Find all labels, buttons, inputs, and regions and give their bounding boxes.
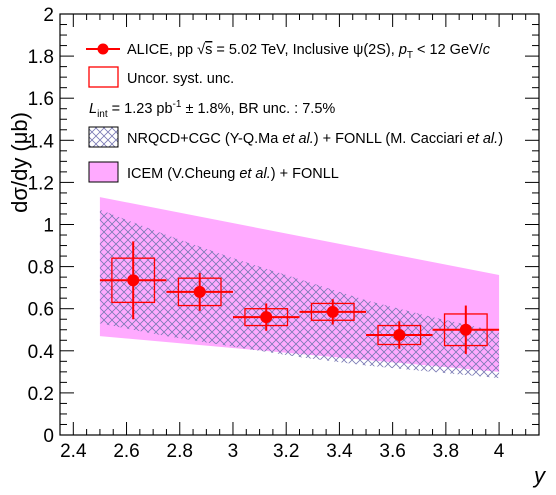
legend-lumi-sup: -1 bbox=[173, 99, 182, 110]
legend-data-label-pre: ALICE, pp bbox=[127, 42, 197, 58]
legend-syst-box bbox=[88, 66, 119, 88]
y-tick-label: 0.6 bbox=[28, 300, 54, 321]
legend-lumi-sub: int bbox=[97, 109, 108, 120]
legend-icem-etal: et al. bbox=[239, 166, 270, 182]
y-tick-label: 1 bbox=[43, 216, 54, 237]
legend-nrqcd-etal1: et al. bbox=[282, 131, 313, 147]
x-tick-label: 3.6 bbox=[379, 441, 405, 462]
legend-nrqcd-pre: NRQCD+CGC (Y-Q.Ma bbox=[127, 131, 282, 147]
legend-nrqcd-mid: ) + FONLL (M. Cacciari bbox=[314, 131, 467, 147]
legend-icem-post: ) + FONLL bbox=[271, 166, 339, 182]
legend-entry-icem: ICEM (V.Cheung et al.) + FONLL bbox=[88, 161, 339, 183]
legend-data-marker bbox=[97, 43, 109, 55]
y-tick-label: 1.6 bbox=[28, 89, 54, 110]
legend-data-label-p: p bbox=[398, 42, 407, 58]
legend-nrqcd-etal2: et al. bbox=[467, 131, 498, 147]
legend-entry-nrqcd: NRQCD+CGC (Y-Q.Ma et al.) + FONLL (M. Ca… bbox=[88, 126, 503, 148]
x-tick-label: 3.4 bbox=[326, 441, 353, 462]
data-marker bbox=[127, 274, 140, 287]
data-marker bbox=[326, 305, 339, 318]
legend-icem-pre: ICEM (V.Cheung bbox=[127, 166, 239, 182]
x-tick-label: 2.4 bbox=[60, 441, 87, 462]
y-tick-label: 0.4 bbox=[28, 342, 55, 363]
legend-data-label: ALICE, pp √s = 5.02 TeV, Inclusive ψ(2S)… bbox=[127, 42, 491, 61]
data-point-0 bbox=[99, 241, 167, 320]
data-marker bbox=[459, 323, 472, 336]
legend-data-label-sub: T bbox=[407, 50, 413, 61]
y-tick-label: 1.8 bbox=[28, 47, 54, 68]
y-tick-label: 1.2 bbox=[28, 173, 54, 194]
legend-entry-syst: Uncor. syst. unc. bbox=[88, 66, 234, 88]
legend-icem-label: ICEM (V.Cheung et al.) + FONLL bbox=[127, 166, 339, 182]
legend-nrqcd-post: ) bbox=[498, 131, 503, 147]
legend-data-label-mid: = 5.02 TeV, Inclusive ψ(2S), bbox=[212, 42, 398, 58]
y-tick-label: 2 bbox=[43, 5, 54, 26]
data-marker bbox=[260, 311, 273, 324]
y-axis-title: dσ/dy (μb) bbox=[7, 112, 32, 213]
legend-data-label-sqrt: s bbox=[205, 42, 212, 58]
data-point-4 bbox=[366, 321, 433, 349]
data-point-5 bbox=[432, 305, 500, 354]
y-tick-label: 0 bbox=[43, 426, 54, 447]
legend-syst-label: Uncor. syst. unc. bbox=[127, 71, 234, 87]
legend-lumi-rest: ± 1.8%, BR unc. : 7.5% bbox=[181, 101, 335, 117]
x-tick-label: 3 bbox=[228, 441, 239, 462]
legend-nrqcd-swatch bbox=[88, 126, 119, 148]
y-tick-label: 0.8 bbox=[28, 258, 54, 279]
legend-entry-data: ALICE, pp √s = 5.02 TeV, Inclusive ψ(2S)… bbox=[86, 42, 491, 61]
legend-data-label-post: < 12 GeV/ bbox=[413, 42, 484, 58]
x-tick-label: 2.8 bbox=[167, 441, 193, 462]
legend-sqrt-sign: √ bbox=[197, 42, 205, 58]
x-tick-label: 3.8 bbox=[433, 441, 459, 462]
data-marker bbox=[193, 285, 206, 298]
legend-nrqcd-label: NRQCD+CGC (Y-Q.Ma et al.) + FONLL (M. Ca… bbox=[127, 131, 503, 147]
legend: ALICE, pp √s = 5.02 TeV, Inclusive ψ(2S)… bbox=[86, 42, 503, 183]
ticks-layer: 0 0.2 0.4 0.6 0.8 1 1.2 1.4 1.6 1.8 2 2.4 2.6 2.8 3 3.2… bbox=[28, 5, 540, 462]
x-tick-label: 4 bbox=[494, 441, 505, 462]
legend-lumi-L: L bbox=[89, 101, 97, 117]
data-layer bbox=[99, 241, 500, 354]
y-tick-label: 1.4 bbox=[28, 131, 55, 152]
legend-lumi-label: Lint = 1.23 pb-1 ± 1.8%, BR unc. : 7.5% bbox=[89, 99, 335, 120]
x-tick-label: 2.6 bbox=[113, 441, 139, 462]
y-tick-label: 0.2 bbox=[28, 384, 54, 405]
legend-icem-swatch bbox=[88, 161, 119, 183]
data-point-3 bbox=[299, 299, 367, 325]
x-tick-label: 3.2 bbox=[273, 441, 299, 462]
data-point-1 bbox=[166, 272, 233, 311]
legend-data-label-c: c bbox=[483, 42, 491, 58]
data-point-2 bbox=[232, 303, 300, 331]
legend-lumi-val: = 1.23 pb bbox=[108, 101, 173, 117]
data-marker bbox=[393, 329, 406, 342]
x-axis-title: y bbox=[532, 463, 547, 488]
